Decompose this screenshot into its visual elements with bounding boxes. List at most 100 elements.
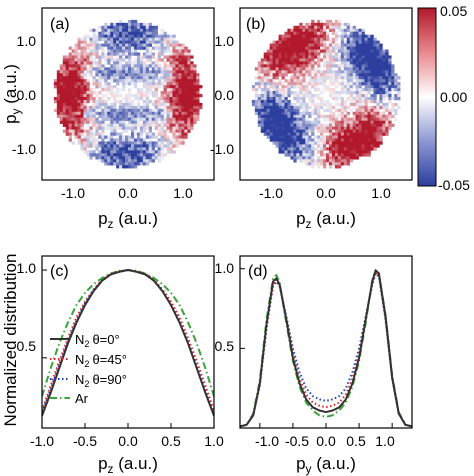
heatmap-cell <box>355 37 359 41</box>
heatmap-cell <box>367 55 371 59</box>
heatmap-cell <box>305 156 309 160</box>
heatmap-cell <box>296 105 300 110</box>
heatmap-cell <box>59 88 64 92</box>
heatmap-cell <box>299 28 303 33</box>
heatmap-cell <box>385 126 389 130</box>
heatmap-cell <box>83 82 87 86</box>
x-tick-d-4: 1.0 <box>375 433 395 449</box>
heatmap-cell <box>284 31 288 35</box>
heatmap-cell <box>172 82 176 86</box>
heatmap-cell <box>113 40 117 44</box>
heatmap-cell <box>287 79 291 83</box>
heatmap-cell <box>92 153 96 157</box>
heatmap-cell <box>74 61 78 65</box>
heatmap-cell <box>139 58 144 62</box>
heatmap-cell <box>193 85 197 89</box>
heatmap-cell <box>293 79 297 83</box>
heatmap-cell <box>187 67 191 71</box>
heatmap-cell <box>145 79 150 83</box>
heatmap-cell <box>139 46 144 50</box>
heatmap-cell <box>331 111 336 116</box>
heatmap-cell <box>334 129 339 133</box>
heatmap-cell <box>331 31 336 35</box>
heatmap-cell <box>284 117 288 121</box>
heatmap-cell <box>145 31 150 35</box>
heatmap-cell <box>199 102 203 107</box>
heatmap-cell <box>343 67 348 71</box>
heatmap-cell <box>299 85 303 89</box>
heatmap-cell <box>169 120 173 124</box>
heatmap-cell <box>355 79 359 83</box>
heatmap-cell <box>296 25 300 30</box>
heatmap-cell <box>56 99 61 104</box>
heatmap-cell <box>296 96 300 101</box>
heatmap-cell <box>166 79 170 83</box>
heatmap-cell <box>184 67 188 71</box>
heatmap-cell <box>266 82 270 86</box>
heatmap-cell <box>311 28 315 33</box>
heatmap-cell <box>178 55 182 59</box>
heatmap-cell <box>151 64 155 68</box>
heatmap-cell <box>257 99 262 104</box>
heatmap-cell <box>166 126 170 130</box>
heatmap-cell <box>148 58 153 62</box>
heatmap-cell <box>107 61 111 65</box>
heatmap-cell <box>278 82 282 86</box>
heatmap-cell <box>151 67 155 71</box>
heatmap-cell <box>299 73 303 77</box>
heatmap-cell <box>98 111 102 116</box>
heatmap-cell <box>275 70 279 74</box>
heatmap-cell <box>151 46 155 50</box>
heatmap-cell <box>311 37 315 41</box>
heatmap-cell <box>157 76 161 80</box>
heatmap-cell <box>343 129 348 133</box>
heatmap-cell <box>110 141 114 145</box>
heatmap-cell <box>293 43 297 47</box>
heatmap-cell <box>284 108 288 113</box>
heatmap-cell <box>293 37 297 41</box>
heatmap-cell <box>331 88 336 92</box>
heatmap-cell <box>157 52 161 56</box>
heatmap-cell <box>122 37 126 41</box>
heatmap-cell <box>110 25 114 30</box>
heatmap-cell <box>119 25 123 30</box>
heatmap-cell <box>86 82 90 86</box>
heatmap-cell <box>391 108 395 113</box>
heatmap-cell <box>272 58 276 62</box>
heatmap-cell <box>110 70 114 74</box>
heatmap-cell <box>323 159 327 163</box>
heatmap-cell <box>113 31 117 35</box>
heatmap-cell <box>65 55 69 59</box>
heatmap-cell <box>317 28 321 33</box>
heatmap-cell <box>196 111 200 116</box>
heatmap-cell <box>98 31 102 35</box>
heatmap-cell <box>142 67 147 71</box>
heatmap-cell <box>160 94 164 98</box>
heatmap-cell <box>157 49 161 53</box>
heatmap-cell <box>370 126 374 130</box>
heatmap-cell <box>323 117 327 121</box>
heatmap-cell <box>139 43 144 47</box>
heatmap-cell <box>166 91 170 95</box>
heatmap-cell <box>272 129 276 133</box>
heatmap-cell <box>113 46 117 50</box>
heatmap-cell <box>358 85 362 89</box>
heatmap-cell <box>311 85 315 89</box>
x-tick-c-4: 1.0 <box>204 433 224 449</box>
heatmap-cell <box>119 108 123 113</box>
heatmap-cell <box>125 126 129 130</box>
heatmap-cell <box>86 105 90 110</box>
heatmap-cell <box>328 73 333 77</box>
heatmap-cell <box>142 94 147 98</box>
heatmap-cell <box>56 70 61 74</box>
heatmap-cell <box>196 88 200 92</box>
heatmap-cell <box>326 22 330 27</box>
heatmap-cell <box>370 52 374 56</box>
heatmap-cell <box>187 117 191 121</box>
heatmap-cell <box>343 138 348 142</box>
heatmap-cell <box>163 117 167 121</box>
x-tick-c-0: -1.0 <box>30 433 54 449</box>
heatmap-cell <box>293 67 297 71</box>
heatmap-cell <box>133 159 138 163</box>
heatmap-cell <box>136 61 141 65</box>
